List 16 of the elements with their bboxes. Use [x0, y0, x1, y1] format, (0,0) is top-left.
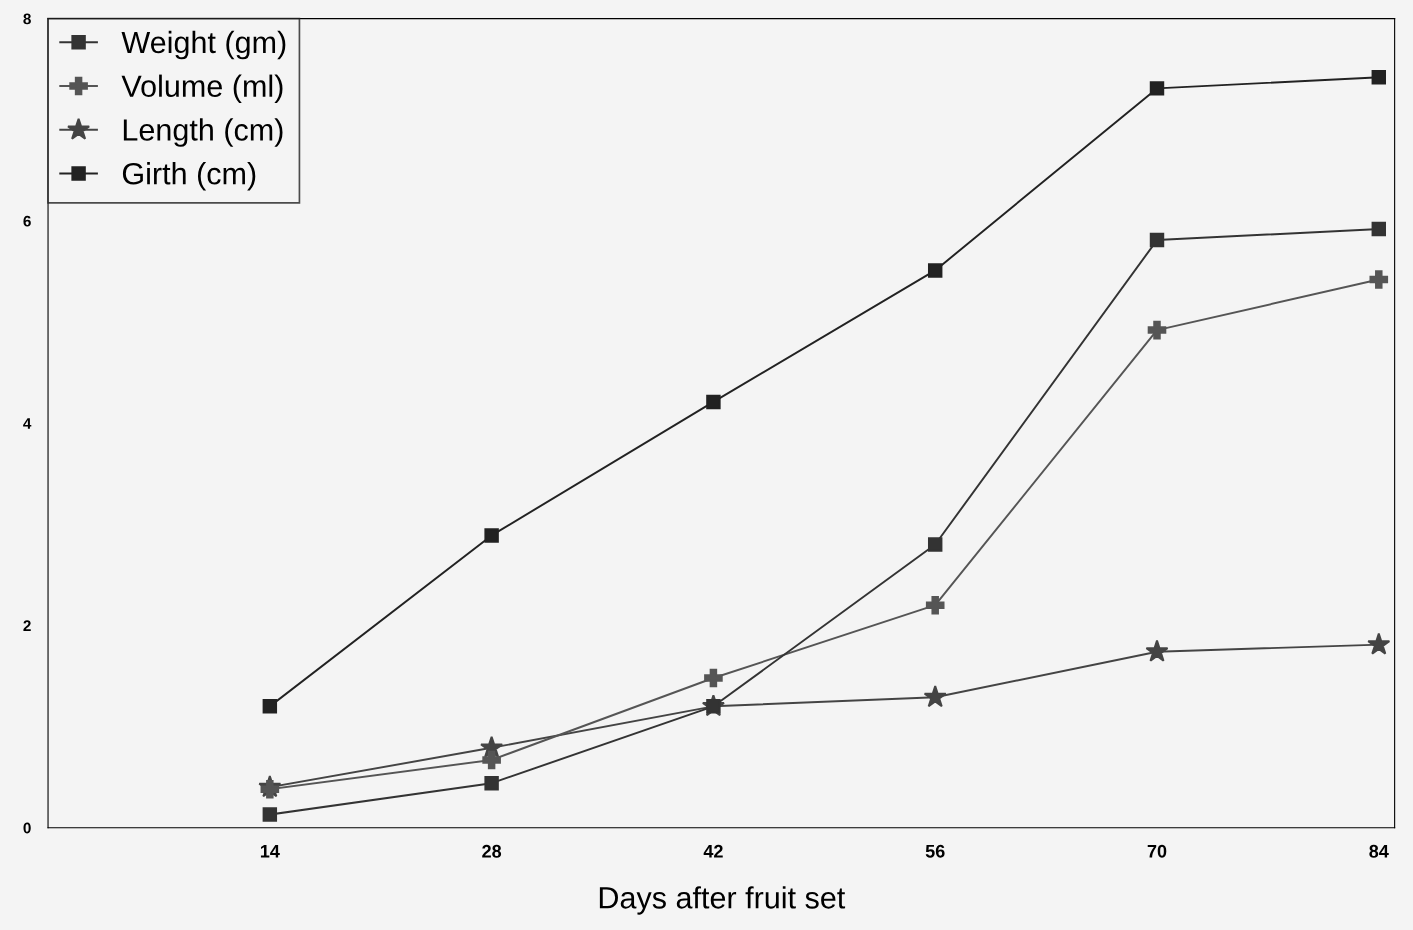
y-tick-label: 2	[23, 620, 31, 631]
x-tick-label: 14	[260, 845, 280, 858]
x-axis-title: Days after fruit set	[599, 886, 846, 915]
x-tick-label: 42	[703, 844, 723, 858]
y-tick-label: 8	[23, 13, 31, 25]
legend-label: Girth (cm)	[122, 162, 256, 191]
y-tick-label: 0	[23, 822, 31, 834]
legend-label: Length (cm)	[123, 118, 283, 147]
legend-label: Volume (ml)	[121, 74, 283, 104]
y-tick-label: 6	[23, 215, 31, 227]
x-tick-label: 70	[1147, 844, 1167, 858]
x-tick-label: 84	[1369, 844, 1389, 858]
x-tick-label: 28	[482, 844, 502, 858]
y-tick-label: 4	[23, 418, 32, 429]
x-tick-label: 56	[925, 844, 945, 858]
legend-label: Weight (gm)	[121, 30, 286, 60]
